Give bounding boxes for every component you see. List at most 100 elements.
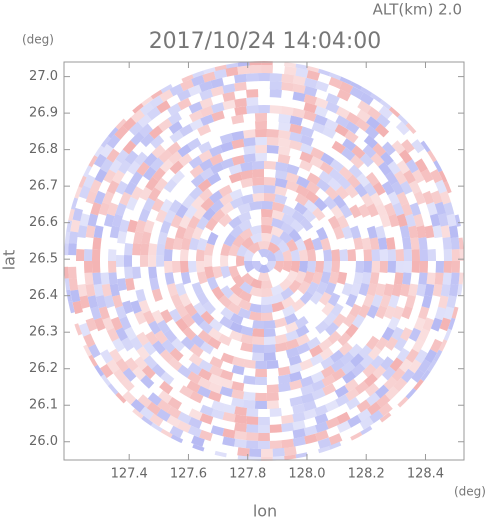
echo-cell (257, 241, 271, 250)
echo-cell (138, 208, 151, 223)
echo-cell (168, 357, 183, 371)
echo-cell (281, 438, 294, 449)
echo-cell (310, 371, 325, 384)
echo-cell (149, 277, 160, 291)
echo-cell (249, 303, 262, 313)
echo-cell (379, 214, 392, 228)
echo-cell (261, 448, 273, 458)
echo-cell (442, 272, 452, 285)
echo-cell (284, 61, 297, 68)
echo-cell (107, 202, 119, 217)
echo-cell (311, 237, 323, 251)
echo-cell (172, 237, 183, 250)
echo-cell (93, 153, 107, 168)
echo-cell (180, 336, 195, 351)
echo-cell (230, 313, 244, 325)
echo-cell (315, 421, 329, 433)
echo-cell (274, 185, 288, 197)
echo-cell (328, 168, 343, 182)
echo-cell (358, 203, 371, 218)
echo-cell (376, 394, 391, 408)
echo-cell (163, 209, 177, 224)
echo-cell (424, 283, 435, 297)
echo-cell (92, 272, 102, 285)
echo-cell (115, 305, 127, 320)
echo-cell (189, 391, 204, 404)
echo-cell (383, 283, 394, 297)
echo-cell (408, 283, 419, 297)
echo-cell (230, 197, 244, 209)
echo-cell (413, 191, 426, 205)
echo-cell (450, 272, 460, 285)
echo-cell (114, 125, 129, 140)
echo-cell (112, 392, 127, 407)
echo-cell (167, 406, 182, 419)
echo-cell (199, 105, 214, 118)
echo-cell (182, 326, 197, 341)
echo-cell (183, 226, 195, 240)
echo-cell (401, 368, 415, 383)
echo-cell (292, 403, 306, 415)
echo-cell (109, 348, 123, 363)
echo-cell (411, 249, 420, 261)
echo-cell (313, 197, 328, 212)
echo-cell (175, 282, 187, 297)
echo-cell (347, 249, 356, 261)
echo-cell (401, 305, 413, 320)
echo-cell (258, 424, 270, 434)
echo-cell (231, 364, 245, 376)
echo-cell (327, 215, 341, 230)
echo-cell (317, 437, 332, 449)
echo-cell (294, 193, 309, 206)
echo-cell (93, 225, 104, 239)
echo-cell (396, 159, 410, 175)
echo-cell (222, 428, 236, 439)
echo-cell (359, 92, 374, 106)
echo-cell (363, 373, 378, 388)
echo-cell (443, 249, 452, 261)
echo-cell (323, 312, 337, 327)
echo-cell (414, 158, 428, 173)
echo-cell (341, 361, 356, 375)
echo-cell (189, 343, 204, 358)
echo-cell (333, 226, 345, 240)
echo-cell (277, 154, 291, 165)
echo-cell (78, 185, 91, 200)
echo-cell (255, 360, 267, 370)
echo-cell (129, 336, 143, 351)
echo-cell (319, 347, 334, 361)
echo-cell (351, 363, 366, 377)
echo-cell (197, 237, 208, 251)
echo-cell (261, 280, 273, 289)
echo-cell (180, 249, 189, 261)
echo-cell (261, 64, 273, 74)
echo-cell (175, 318, 189, 332)
echo-cell (419, 249, 429, 261)
echo-cell (375, 123, 390, 138)
echo-cell (179, 293, 192, 307)
echo-cell (85, 283, 96, 297)
echo-cell (272, 447, 285, 457)
echo-cell (211, 110, 225, 122)
echo-cell (200, 310, 215, 325)
echo-cell (282, 249, 293, 261)
echo-cell (222, 403, 236, 415)
echo-cell (348, 164, 363, 179)
echo-cell (339, 81, 354, 94)
echo-cell (451, 261, 460, 273)
echo-cell (163, 329, 178, 344)
echo-cell (379, 249, 388, 261)
echo-cell (418, 306, 430, 320)
echo-cell (345, 121, 360, 135)
echo-cell (284, 454, 297, 461)
echo-cell (264, 344, 276, 353)
echo-cell (223, 233, 237, 247)
echo-cell (179, 124, 194, 137)
echo-cell (124, 357, 139, 372)
echo-cell (314, 413, 329, 425)
echo-cell (158, 149, 173, 163)
echo-cell (282, 261, 293, 273)
echo-cell (367, 401, 382, 416)
echo-cell (353, 272, 364, 285)
echo-cell (249, 225, 262, 236)
